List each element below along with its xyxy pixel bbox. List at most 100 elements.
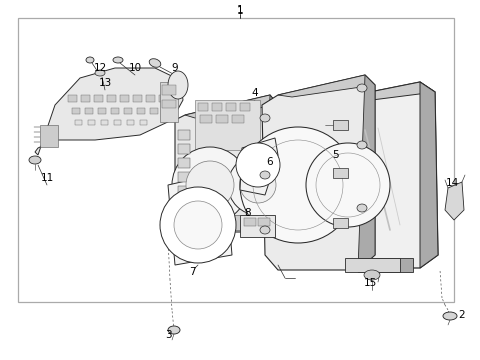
Bar [212, 103, 222, 111]
Circle shape [306, 143, 390, 227]
Bar [137, 108, 145, 114]
Bar [178, 158, 190, 168]
Bar [124, 108, 132, 114]
Polygon shape [355, 82, 435, 100]
Polygon shape [278, 75, 375, 97]
Bar [40, 125, 58, 147]
Ellipse shape [86, 57, 94, 63]
Ellipse shape [260, 226, 270, 234]
Bar [198, 103, 208, 111]
Bar [200, 115, 212, 123]
Bar [240, 103, 250, 111]
Bar [244, 218, 256, 226]
Circle shape [236, 143, 280, 187]
Bar [159, 95, 168, 102]
Bar [101, 120, 108, 125]
Polygon shape [358, 75, 375, 270]
Text: 13: 13 [98, 78, 112, 88]
Polygon shape [185, 95, 278, 118]
Ellipse shape [168, 71, 188, 99]
Polygon shape [420, 82, 438, 268]
Bar [150, 108, 158, 114]
Bar [160, 82, 178, 122]
Bar [162, 100, 176, 108]
Bar [85, 108, 93, 114]
Ellipse shape [357, 84, 367, 92]
Bar [226, 103, 236, 111]
Text: 10: 10 [129, 63, 142, 73]
Ellipse shape [364, 270, 380, 280]
Text: 3: 3 [165, 330, 171, 340]
Polygon shape [265, 95, 278, 232]
Text: 7: 7 [189, 267, 195, 277]
Circle shape [172, 147, 248, 223]
Bar [107, 95, 116, 102]
Bar [216, 115, 228, 123]
Ellipse shape [260, 114, 270, 122]
Bar [140, 120, 147, 125]
Text: 14: 14 [445, 178, 458, 188]
Bar [111, 108, 119, 114]
Text: 15: 15 [363, 278, 377, 288]
Bar [333, 168, 348, 178]
Polygon shape [175, 95, 278, 232]
Polygon shape [168, 172, 232, 265]
Bar [94, 95, 103, 102]
Polygon shape [445, 182, 464, 220]
Ellipse shape [168, 326, 180, 334]
Ellipse shape [149, 59, 161, 67]
Ellipse shape [95, 70, 105, 76]
Bar [192, 215, 264, 230]
Bar [358, 258, 413, 272]
Text: 6: 6 [267, 157, 273, 167]
Ellipse shape [29, 156, 41, 164]
Bar [195, 100, 260, 150]
Bar [178, 186, 190, 196]
Text: 2: 2 [459, 310, 465, 320]
Circle shape [228, 155, 288, 215]
Bar [146, 95, 155, 102]
Polygon shape [262, 75, 375, 270]
Ellipse shape [260, 171, 270, 179]
Text: 12: 12 [94, 63, 107, 73]
Bar [88, 120, 95, 125]
Bar [133, 95, 142, 102]
Bar [178, 144, 190, 154]
Ellipse shape [357, 204, 367, 212]
Text: 9: 9 [172, 63, 178, 73]
Polygon shape [210, 230, 225, 242]
Circle shape [174, 201, 222, 249]
Bar [178, 172, 190, 182]
Bar [162, 85, 176, 95]
Bar [178, 130, 190, 140]
Text: 1: 1 [237, 6, 243, 16]
Bar [98, 108, 106, 114]
Bar [258, 218, 270, 226]
Bar [68, 95, 77, 102]
Bar [345, 258, 400, 272]
Circle shape [240, 167, 276, 203]
Bar [120, 95, 129, 102]
Ellipse shape [357, 141, 367, 149]
Bar [72, 108, 80, 114]
Bar [75, 120, 82, 125]
Circle shape [240, 127, 356, 243]
Text: 11: 11 [40, 173, 54, 183]
Ellipse shape [443, 312, 457, 320]
Polygon shape [240, 138, 278, 195]
Bar [178, 200, 190, 210]
Bar [81, 95, 90, 102]
Text: 5: 5 [333, 150, 339, 160]
Bar [18, 18, 454, 302]
Bar [114, 120, 121, 125]
Ellipse shape [113, 57, 123, 63]
Text: 8: 8 [245, 208, 252, 218]
Bar [232, 115, 244, 123]
Circle shape [186, 161, 234, 209]
Polygon shape [335, 82, 438, 268]
Circle shape [160, 187, 236, 263]
Bar [333, 218, 348, 228]
Polygon shape [35, 68, 183, 155]
Text: 4: 4 [252, 88, 258, 98]
Bar [333, 120, 348, 130]
